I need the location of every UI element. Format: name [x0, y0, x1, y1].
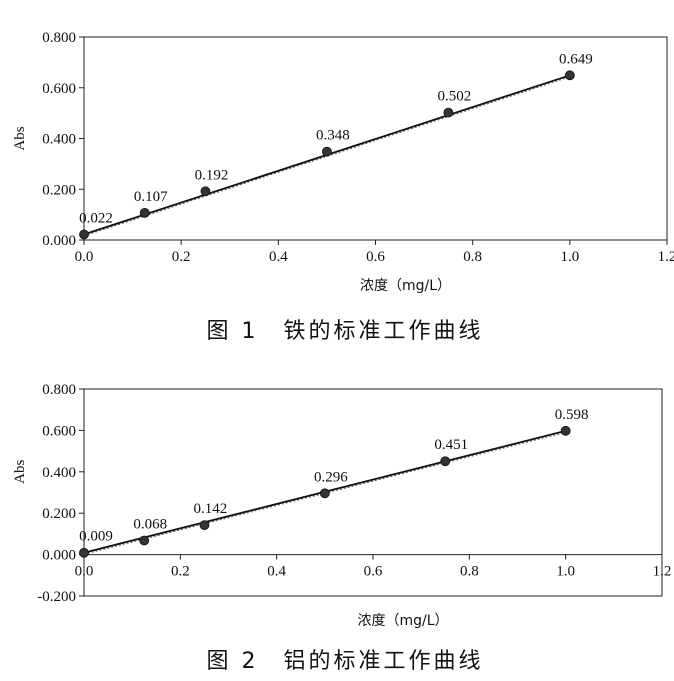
- data-label: 0.296: [314, 469, 348, 485]
- data-label: 0.598: [555, 407, 589, 423]
- y-tick-label: 0.000: [42, 233, 76, 249]
- x-axis-label: 浓度（mg/L）: [360, 278, 451, 294]
- y-tick-label: 0.200: [42, 506, 76, 522]
- x-tick-label: 0.6: [366, 249, 385, 265]
- y-tick-label: 0.800: [42, 30, 76, 46]
- data-point: [319, 488, 330, 499]
- data-point: [322, 146, 332, 157]
- data-point: [139, 207, 150, 218]
- data-label: 0.068: [133, 517, 167, 533]
- y-tick-label: 0.000: [42, 548, 76, 564]
- data-point: [79, 229, 89, 240]
- fit-line-dotted: [83, 76, 570, 237]
- x-tick-label: 0.4: [269, 249, 288, 265]
- x-tick-label: 1.2: [658, 249, 674, 265]
- data-point: [564, 70, 575, 81]
- data-label: 0.009: [79, 529, 113, 545]
- x-tick-label: 0.0: [75, 249, 94, 265]
- caption-figure-1: 图 1 铁的标准工作曲线: [207, 319, 484, 344]
- data-label: 0.502: [438, 89, 472, 105]
- chart-iron-calibration: 0.000 0.200 0.400 0.600 0.800 0.0 0.2 0.4 0.6 0.8…: [12, 30, 674, 294]
- x-tick-label: 1.0: [560, 249, 579, 265]
- caption-figure-2: 图 2 铝的标准工作曲线: [207, 649, 484, 674]
- data-label: 0.348: [316, 128, 350, 144]
- data-point: [139, 535, 150, 546]
- data-point: [200, 186, 211, 197]
- y-tick-label: 0.400: [42, 132, 76, 148]
- chart-aluminum-calibration: -0.200 0.000 0.200 0.400 0.600 0.800 0.0 0.2 0.4…: [12, 382, 671, 629]
- x-tick-label: 0.2: [171, 564, 190, 580]
- data-label: 0.451: [434, 437, 468, 453]
- data-label: 0.649: [559, 51, 593, 67]
- y-tick-label: 0.400: [42, 465, 76, 481]
- x-tick-label: 0.4: [267, 564, 286, 580]
- data-point: [443, 107, 454, 118]
- x-tick-label: 0.6: [364, 564, 383, 580]
- x-tick-label: 0.0: [75, 564, 94, 580]
- data-point: [199, 520, 210, 531]
- x-tick-label: 0.2: [172, 249, 191, 265]
- x-tick-label: 1.2: [653, 564, 672, 580]
- data-label: 0.022: [79, 210, 113, 226]
- data-label: 0.107: [134, 189, 168, 205]
- data-point: [440, 456, 451, 467]
- x-tick-label: 0.8: [460, 564, 479, 580]
- plot-frame: [83, 388, 663, 597]
- y-tick-label: 0.600: [42, 81, 76, 97]
- x-tick-label: 1.0: [556, 564, 575, 580]
- x-axis-label: 浓度（mg/L）: [357, 613, 448, 629]
- y-tick-label: 0.200: [42, 182, 76, 198]
- data-point: [79, 547, 89, 558]
- data-label: 0.192: [195, 167, 229, 183]
- data-label: 0.142: [194, 501, 228, 517]
- y-tick-label: -0.200: [37, 589, 76, 605]
- x-tick-label: 0.8: [463, 249, 482, 265]
- y-tick-label: 0.800: [42, 382, 76, 398]
- y-axis-label: Abs: [12, 460, 28, 484]
- y-tick-label: 0.600: [42, 423, 76, 439]
- y-axis-label: Abs: [12, 126, 28, 150]
- data-point: [560, 425, 571, 436]
